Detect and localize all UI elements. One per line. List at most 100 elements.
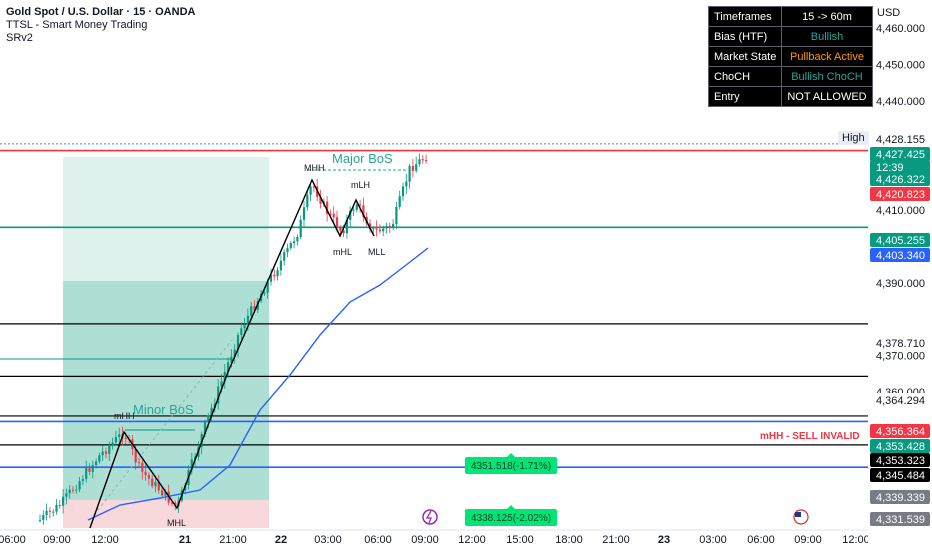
candle-body <box>71 489 75 491</box>
candle-body <box>349 210 352 220</box>
status-key: Market State <box>707 46 783 67</box>
time-tick: 12:00 <box>91 534 119 546</box>
chart-label: MLL <box>368 247 386 257</box>
candle-body <box>332 213 335 218</box>
stop-zone <box>63 500 269 528</box>
price-tag-text: 4,331.539 <box>876 514 925 526</box>
price-tick: 4,440.000 <box>876 96 925 108</box>
candle-body <box>101 451 104 456</box>
candle-body <box>299 219 302 238</box>
candle-body <box>134 449 137 463</box>
candle-body <box>88 468 91 472</box>
candle-body <box>421 159 424 161</box>
candle-body <box>372 228 375 230</box>
candle-body <box>124 438 127 440</box>
candle-body <box>108 446 111 454</box>
time-tick: 06:00 <box>364 534 392 546</box>
price-tag-text: 4,427.425 <box>876 149 925 161</box>
currency-label[interactable]: USD <box>877 7 901 19</box>
position-zone <box>63 281 269 500</box>
time-tick: 03:00 <box>699 534 727 546</box>
price-tick: 4,460.000 <box>876 23 925 35</box>
candle-body <box>58 504 61 506</box>
candle-body <box>220 381 223 387</box>
candle-body <box>91 465 94 472</box>
price-axis-bg <box>868 0 932 550</box>
candle-body <box>161 490 164 496</box>
symbol-title[interactable]: Gold Spot / U.S. Dollar · 15 · OANDA <box>6 6 196 18</box>
price-tag <box>870 172 930 186</box>
candle-body <box>293 241 296 244</box>
price-tag <box>870 424 930 438</box>
candle-body <box>415 164 418 171</box>
candle-body <box>388 225 391 228</box>
price-tag-text: 4,428.155 <box>876 134 925 146</box>
indicator-name-2[interactable]: SRv2 <box>6 32 33 44</box>
indicator-name[interactable]: TTSL - Smart Money Trading <box>6 19 148 31</box>
candle-body <box>326 201 329 214</box>
price-tag-text: 4,405.255 <box>876 235 925 247</box>
candle-body <box>85 468 88 480</box>
candle-body <box>378 229 381 232</box>
candle-body <box>289 243 292 249</box>
candle-body <box>306 194 309 208</box>
candle-body <box>78 480 81 490</box>
high-label: High <box>838 131 869 145</box>
candle-body <box>223 371 226 382</box>
candle-body <box>157 482 160 491</box>
chart-label: MHL <box>167 518 186 528</box>
candle-body <box>170 502 174 504</box>
candle-body <box>385 225 388 229</box>
status-row: Timeframes 15 -> 60m <box>707 6 873 27</box>
candle-body <box>45 510 48 515</box>
price-tag-text: 12:39 <box>876 162 904 174</box>
candle-body <box>55 504 58 512</box>
status-key: Entry <box>707 86 783 107</box>
candle-body <box>203 422 207 434</box>
time-tick: 09:00 <box>411 534 439 546</box>
candle-body <box>339 228 342 231</box>
price-tag <box>870 439 930 453</box>
candle-body <box>342 230 345 234</box>
price-tag-text: 4,339.339 <box>876 492 925 504</box>
price-tag-text: 4,403.340 <box>876 250 925 262</box>
candle-body <box>273 274 276 277</box>
candle-body <box>375 228 378 230</box>
candle-body <box>246 315 249 325</box>
status-value: NOT ALLOWED <box>781 86 873 107</box>
structure-zigzag <box>89 178 375 529</box>
price-tag <box>870 248 930 262</box>
candle-body <box>405 181 408 187</box>
candle-body <box>319 196 322 204</box>
time-tick: 06:00 <box>0 534 26 546</box>
chart-label: Major BoS <box>332 151 393 166</box>
candle-body <box>227 362 230 372</box>
candle-body <box>144 471 147 476</box>
candle-body <box>118 434 121 438</box>
candle-body <box>418 159 421 165</box>
price-badge <box>465 509 557 526</box>
price-tag-text: 4,356.364 <box>876 426 925 438</box>
moving-average <box>87 247 429 521</box>
candle-body <box>75 489 78 491</box>
price-tag-text: 4,420.823 <box>876 189 925 201</box>
candle-body <box>253 306 256 310</box>
target-zone <box>63 157 269 281</box>
lightning-icon-bolt <box>425 510 432 524</box>
candle-body <box>395 206 398 225</box>
candle-body <box>68 489 71 494</box>
candle-body <box>368 223 372 230</box>
candle-body <box>151 478 154 487</box>
status-value: 15 -> 60m <box>781 6 873 27</box>
price-tag <box>870 490 930 504</box>
candle-body <box>217 386 220 404</box>
price-tag-text: 4,378.710 <box>876 338 925 350</box>
candle-body <box>48 510 51 512</box>
price-tag <box>870 160 930 174</box>
projection-line <box>89 339 233 521</box>
status-row: Entry NOT ALLOWED <box>707 86 873 107</box>
candle-body <box>269 274 273 282</box>
candle-body <box>62 496 65 506</box>
candle-body <box>154 482 157 487</box>
